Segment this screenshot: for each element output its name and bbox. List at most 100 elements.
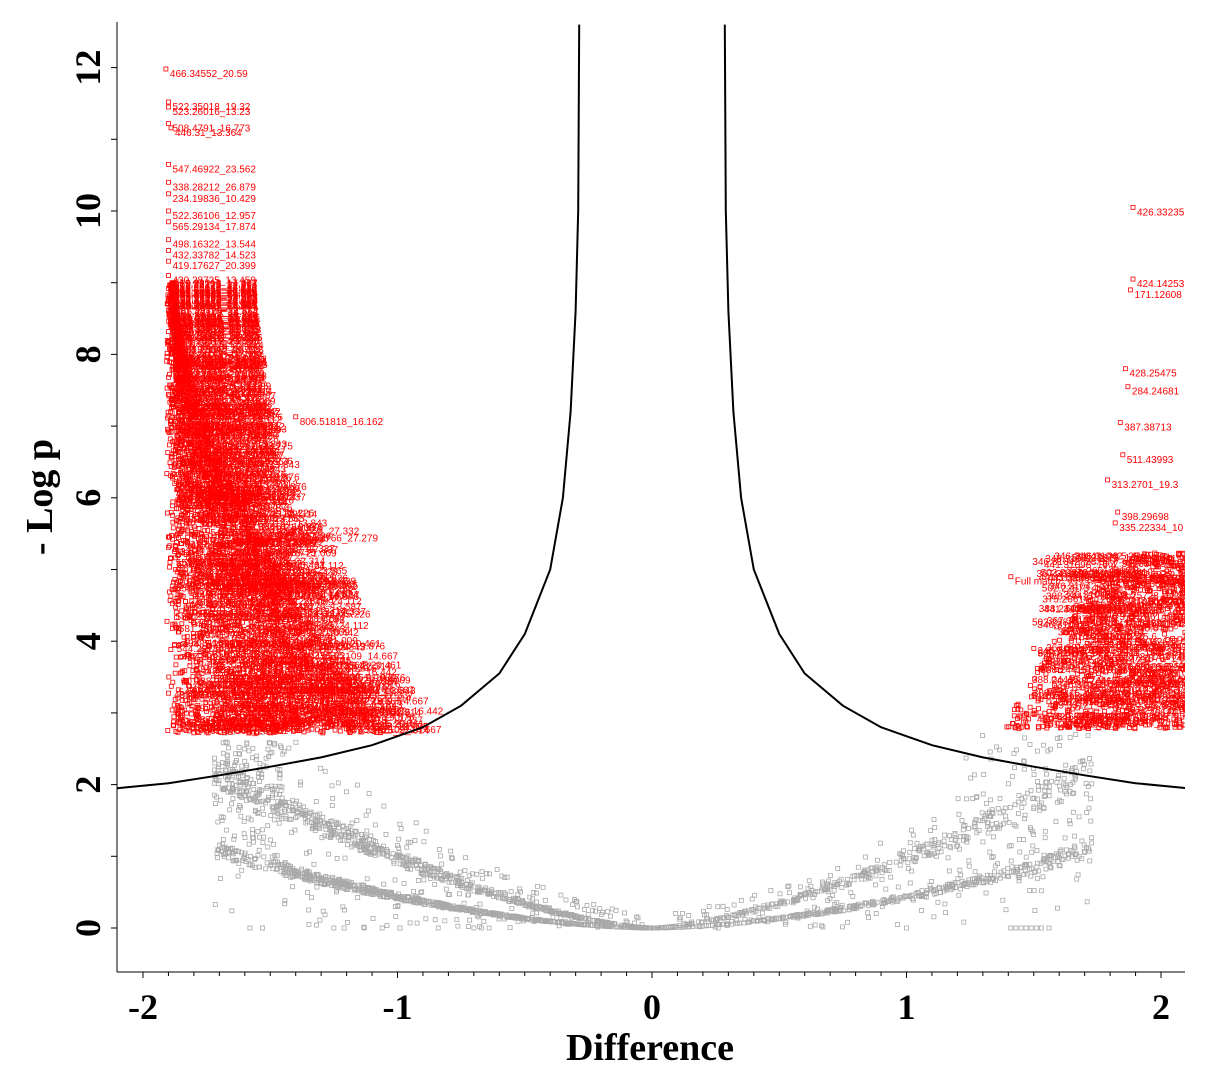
- nonsignificant-point: [408, 866, 414, 872]
- nonsignificant-point: [250, 863, 255, 869]
- nonsignificant-point: [983, 890, 989, 896]
- nonsignificant-point: [481, 918, 487, 924]
- nonsignificant-point: [893, 859, 899, 865]
- nonsignificant-point: [269, 854, 275, 860]
- nonsignificant-point: [863, 854, 868, 860]
- nonsignificant-point: [236, 849, 242, 854]
- nonsignificant-point: [459, 875, 465, 881]
- nonsignificant-point: [1015, 799, 1021, 805]
- nonsignificant-point: [343, 789, 349, 795]
- nonsignificant-point: [253, 756, 259, 762]
- nonsignificant-points: [211, 726, 1095, 931]
- nonsignificant-point: [1081, 766, 1086, 772]
- nonsignificant-point: [989, 855, 995, 860]
- nonsignificant-point: [282, 901, 288, 907]
- nonsignificant-point: [929, 838, 935, 843]
- nonsignificant-point: [1055, 736, 1060, 741]
- nonsignificant-point: [306, 907, 312, 913]
- nonsignificant-point: [423, 861, 428, 867]
- nonsignificant-point: [873, 882, 878, 888]
- nonsignificant-point: [1064, 784, 1070, 790]
- nonsignificant-point: [724, 907, 730, 912]
- nonsignificant-point: [1044, 779, 1050, 785]
- nonsignificant-point: [820, 924, 826, 930]
- nonsignificant-point: [1035, 860, 1040, 866]
- nonsignificant-point: [396, 850, 402, 855]
- nonsignificant-point: [320, 814, 326, 820]
- nonsignificant-point: [477, 887, 483, 893]
- nonsignificant-point: [798, 884, 803, 890]
- nonsignificant-point: [720, 903, 726, 909]
- nonsignificant-point: [271, 817, 277, 823]
- nonsignificant-point: [412, 838, 418, 843]
- nonsignificant-point: [297, 802, 303, 808]
- nonsignificant-point: [984, 801, 989, 806]
- nonsignificant-point: [907, 880, 913, 886]
- nonsignificant-point: [1019, 805, 1025, 810]
- nonsignificant-point: [910, 897, 916, 903]
- nonsignificant-point: [1083, 791, 1089, 797]
- nonsignificant-point: [570, 902, 575, 907]
- nonsignificant-point: [263, 866, 269, 872]
- nonsignificant-point: [464, 886, 469, 892]
- nonsignificant-point: [257, 864, 262, 870]
- nonsignificant-point: [1036, 784, 1041, 789]
- nonsignificant-point: [839, 885, 845, 890]
- nonsignificant-point: [1085, 733, 1091, 738]
- nonsignificant-point: [361, 924, 367, 930]
- nonsignificant-point: [1088, 818, 1094, 824]
- nonsignificant-point: [230, 796, 236, 801]
- nonsignificant-point: [806, 878, 812, 884]
- nonsignificant-point: [274, 853, 280, 859]
- nonsignificant-point: [1087, 768, 1093, 774]
- nonsignificant-point: [381, 803, 387, 809]
- nonsignificant-point: [1000, 821, 1006, 827]
- nonsignificant-point: [251, 781, 257, 786]
- nonsignificant-point: [260, 727, 266, 732]
- nonsignificant-point: [608, 913, 613, 919]
- nonsignificant-point: [1053, 819, 1059, 824]
- nonsignificant-point: [426, 901, 432, 907]
- nonsignificant-point: [334, 856, 340, 861]
- nonsignificant-point: [486, 891, 491, 897]
- nonsignificant-point: [742, 917, 748, 922]
- nonsignificant-point: [966, 858, 972, 864]
- nonsignificant-point: [397, 821, 403, 827]
- nonsignificant-point: [815, 906, 820, 912]
- nonsignificant-point: [342, 855, 348, 861]
- nonsignificant-point: [672, 923, 677, 929]
- nonsignificant-point: [354, 782, 360, 788]
- nonsignificant-point: [591, 902, 597, 907]
- nonsignificant-point: [322, 820, 328, 826]
- nonsignificant-point: [455, 923, 461, 929]
- nonsignificant-point: [415, 878, 421, 883]
- nonsignificant-point: [1089, 781, 1095, 787]
- nonsignificant-point: [282, 898, 288, 904]
- nonsignificant-point: [522, 902, 528, 908]
- nonsignificant-point: [509, 906, 515, 911]
- nonsignificant-point: [947, 843, 953, 849]
- nonsignificant-point: [297, 782, 303, 788]
- nonsignificant-point: [635, 915, 641, 921]
- nonsignificant-point: [393, 914, 399, 919]
- nonsignificant-point: [1006, 874, 1012, 879]
- nonsignificant-point: [1049, 778, 1054, 784]
- nonsignificant-point: [448, 854, 454, 860]
- nonsignificant-point: [307, 849, 313, 855]
- nonsignificant-point: [423, 916, 429, 922]
- nonsignificant-point: [236, 751, 242, 756]
- nonsignificant-point: [981, 772, 987, 777]
- nonsignificant-point: [900, 855, 906, 861]
- nonsignificant-point: [848, 890, 854, 896]
- nonsignificant-point: [463, 855, 469, 861]
- nonsignificant-point: [480, 875, 485, 881]
- nonsignificant-point: [245, 784, 251, 790]
- nonsignificant-point: [715, 904, 721, 910]
- nonsignificant-point: [878, 840, 883, 846]
- nonsignificant-point: [271, 842, 276, 847]
- nonsignificant-point: [237, 751, 243, 757]
- nonsignificant-point: [910, 832, 916, 838]
- nonsignificant-point: [931, 888, 937, 894]
- nonsignificant-point: [1088, 796, 1093, 802]
- nonsignificant-point: [227, 807, 233, 813]
